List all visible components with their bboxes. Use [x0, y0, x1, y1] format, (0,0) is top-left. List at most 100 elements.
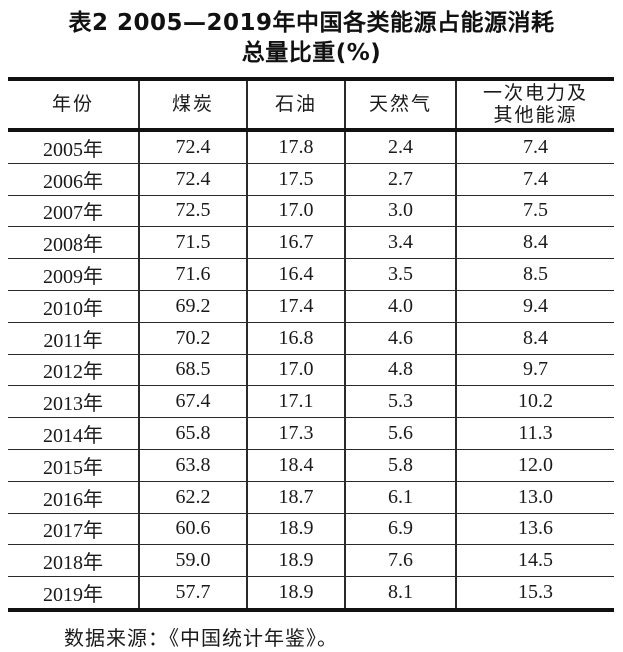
natural-gas-value-cell: 2.7: [344, 163, 456, 196]
year-cell: 2017年: [8, 513, 139, 546]
oil-value-cell: 16.7: [246, 226, 345, 260]
coal-value-cell: 67.4: [138, 385, 247, 419]
coal-value-cell: 70.2: [138, 322, 247, 355]
coal-value-cell: 65.8: [138, 417, 247, 450]
coal-value-cell: 62.2: [138, 481, 247, 514]
oil-value-cell: 18.4: [246, 449, 345, 482]
table-row: 2010年 69.2 17.4 4.0 9.4: [8, 290, 614, 323]
coal-value-cell: 59.0: [138, 544, 247, 578]
col-header-coal: 煤炭: [138, 79, 247, 132]
col-header-primary-electricity-line1: 一次电力及: [482, 82, 588, 104]
natural-gas-value-cell: 7.6: [344, 544, 456, 578]
year-cell: 2013年: [8, 385, 139, 419]
natural-gas-value-cell: 6.9: [344, 513, 456, 546]
col-header-oil: 石油: [246, 79, 345, 132]
primary-electricity-value-cell: 11.3: [455, 417, 614, 450]
primary-electricity-value-cell: 12.0: [455, 449, 614, 482]
oil-value-cell: 18.9: [246, 544, 345, 578]
table-row: 2015年 63.8 18.4 5.8 12.0: [8, 449, 614, 482]
primary-electricity-value-cell: 9.7: [455, 354, 614, 387]
header-row: 年份 煤炭 石油 天然气 一次电力及 其他能源: [8, 79, 614, 132]
col-header-natural-gas: 天然气: [344, 79, 456, 132]
table-row: 2014年 65.8 17.3 5.6 11.3: [8, 417, 614, 450]
coal-value-cell: 72.4: [138, 130, 247, 164]
natural-gas-value-cell: 4.6: [344, 322, 456, 355]
table-row: 2006年 72.4 17.5 2.7 7.4: [8, 163, 614, 196]
year-cell: 2007年: [8, 195, 139, 228]
oil-value-cell: 17.0: [246, 354, 345, 387]
coal-value-cell: 68.5: [138, 354, 247, 387]
oil-value-cell: 16.4: [246, 258, 345, 291]
table-row: 2009年 71.6 16.4 3.5 8.5: [8, 258, 614, 291]
primary-electricity-value-cell: 9.4: [455, 290, 614, 323]
oil-value-cell: 18.7: [246, 481, 345, 514]
oil-value-cell: 18.9: [246, 513, 345, 546]
year-cell: 2014年: [8, 417, 139, 450]
primary-electricity-value-cell: 13.6: [455, 513, 614, 546]
natural-gas-value-cell: 6.1: [344, 481, 456, 514]
year-cell: 2011年: [8, 322, 139, 355]
primary-electricity-value-cell: 7.4: [455, 163, 614, 196]
data-source-note: 数据来源：《中国统计年鉴》。: [64, 627, 338, 650]
table-body: 2005年 72.4 17.8 2.4 7.4 2006年 72.4 17.5 …: [8, 130, 614, 611]
table-row: 2008年 71.5 16.7 3.4 8.4: [8, 226, 614, 260]
primary-electricity-value-cell: 8.4: [455, 226, 614, 260]
year-cell: 2005年: [8, 130, 139, 164]
col-header-primary-electricity-line2: 其他能源: [493, 104, 578, 126]
oil-value-cell: 17.1: [246, 385, 345, 419]
col-header-primary-electricity: 一次电力及 其他能源: [455, 79, 614, 132]
oil-value-cell: 17.3: [246, 417, 345, 450]
coal-value-cell: 72.5: [138, 195, 247, 228]
natural-gas-value-cell: 4.0: [344, 290, 456, 323]
table-header: 年份 煤炭 石油 天然气 一次电力及 其他能源: [8, 79, 614, 132]
energy-share-table: 年份 煤炭 石油 天然气 一次电力及 其他能源 2005年 72.4 17.8 …: [8, 77, 614, 612]
table-row: 2017年 60.6 18.9 6.9 13.6: [8, 513, 614, 546]
primary-electricity-value-cell: 8.4: [455, 322, 614, 355]
coal-value-cell: 72.4: [138, 163, 247, 196]
table-row: 2016年 62.2 18.7 6.1 13.0: [8, 481, 614, 514]
natural-gas-value-cell: 5.8: [344, 449, 456, 482]
year-cell: 2012年: [8, 354, 139, 387]
natural-gas-value-cell: 5.6: [344, 417, 456, 450]
oil-value-cell: 17.8: [246, 130, 345, 164]
table-container: 年份 煤炭 石油 天然气 一次电力及 其他能源 2005年 72.4 17.8 …: [8, 77, 614, 612]
table-title: 表2 2005—2019年中国各类能源占能源消耗 总量比重(%): [0, 8, 623, 68]
natural-gas-value-cell: 4.8: [344, 354, 456, 387]
primary-electricity-value-cell: 14.5: [455, 544, 614, 578]
year-cell: 2010年: [8, 290, 139, 323]
col-header-year: 年份: [8, 79, 139, 132]
natural-gas-value-cell: 2.4: [344, 130, 456, 164]
primary-electricity-value-cell: 8.5: [455, 258, 614, 291]
natural-gas-value-cell: 5.3: [344, 385, 456, 419]
year-cell: 2018年: [8, 544, 139, 578]
natural-gas-value-cell: 3.0: [344, 195, 456, 228]
coal-value-cell: 71.5: [138, 226, 247, 260]
table-row: 2013年 67.4 17.1 5.3 10.2: [8, 385, 614, 419]
year-cell: 2008年: [8, 226, 139, 260]
coal-value-cell: 71.6: [138, 258, 247, 291]
coal-value-cell: 57.7: [138, 576, 247, 611]
oil-value-cell: 17.5: [246, 163, 345, 196]
primary-electricity-value-cell: 7.4: [455, 130, 614, 164]
primary-electricity-value-cell: 15.3: [455, 576, 614, 611]
oil-value-cell: 17.0: [246, 195, 345, 228]
table-row: 2012年 68.5 17.0 4.8 9.7: [8, 354, 614, 387]
table-row: 2018年 59.0 18.9 7.6 14.5: [8, 544, 614, 578]
table-row: 2019年 57.7 18.9 8.1 15.3: [8, 576, 614, 611]
oil-value-cell: 17.4: [246, 290, 345, 323]
primary-electricity-value-cell: 13.0: [455, 481, 614, 514]
oil-value-cell: 18.9: [246, 576, 345, 611]
year-cell: 2006年: [8, 163, 139, 196]
natural-gas-value-cell: 3.4: [344, 226, 456, 260]
year-cell: 2019年: [8, 576, 139, 611]
coal-value-cell: 69.2: [138, 290, 247, 323]
natural-gas-value-cell: 8.1: [344, 576, 456, 611]
coal-value-cell: 60.6: [138, 513, 247, 546]
year-cell: 2016年: [8, 481, 139, 514]
year-cell: 2009年: [8, 258, 139, 291]
oil-value-cell: 16.8: [246, 322, 345, 355]
table-row: 2011年 70.2 16.8 4.6 8.4: [8, 322, 614, 355]
primary-electricity-value-cell: 7.5: [455, 195, 614, 228]
year-cell: 2015年: [8, 449, 139, 482]
